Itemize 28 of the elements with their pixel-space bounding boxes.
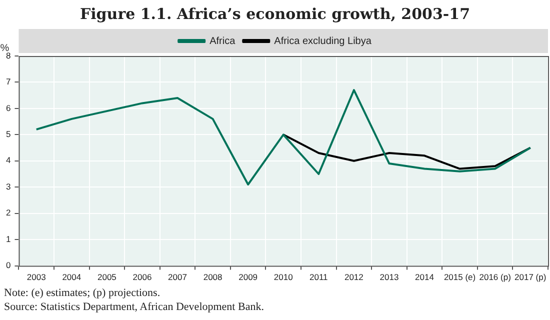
y-tick-label: 3 [6, 181, 11, 192]
x-tick-label: 2015 (e) [444, 272, 476, 282]
y-tick-label: 6 [6, 102, 11, 113]
x-tick-label: 2011 [310, 272, 328, 282]
x-tick-label: 2009 [238, 272, 258, 282]
y-tick-label: 4 [6, 155, 11, 166]
x-tick-label: 2008 [203, 272, 223, 282]
x-tick-label: 2003 [26, 272, 46, 282]
x-tick-label: 2017 (p) [514, 272, 546, 282]
legend-label: Africa [210, 36, 236, 47]
y-tick-label: 0 [6, 260, 11, 270]
x-tick-label: 2013 [380, 272, 399, 282]
x-tick-label: 2007 [168, 272, 188, 282]
y-tick-label: 2 [6, 208, 11, 218]
chart-title: Figure 1.1. Africa’s economic growth, 2003-17 [78, 4, 472, 25]
x-tick-label: 2005 [97, 272, 117, 282]
legend-label: Africa excluding Libya [274, 36, 372, 47]
y-tick-label: 7 [6, 76, 11, 87]
x-tick-label: 2004 [62, 272, 82, 282]
x-tick-label: 2010 [274, 272, 294, 282]
x-tick-label: 2014 [415, 272, 434, 282]
source-note: Source: Statistics Department, African Development Bank. [4, 300, 265, 314]
x-tick-label: 2016 (p) [479, 272, 512, 282]
x-tick-label: 2006 [132, 272, 152, 282]
y-tick-label: 1 [6, 234, 11, 244]
y-tick-label: 5 [6, 129, 11, 140]
x-tick-label: 2012 [344, 272, 364, 282]
text: Note: (e) estimates; (p) projections. [4, 286, 162, 300]
